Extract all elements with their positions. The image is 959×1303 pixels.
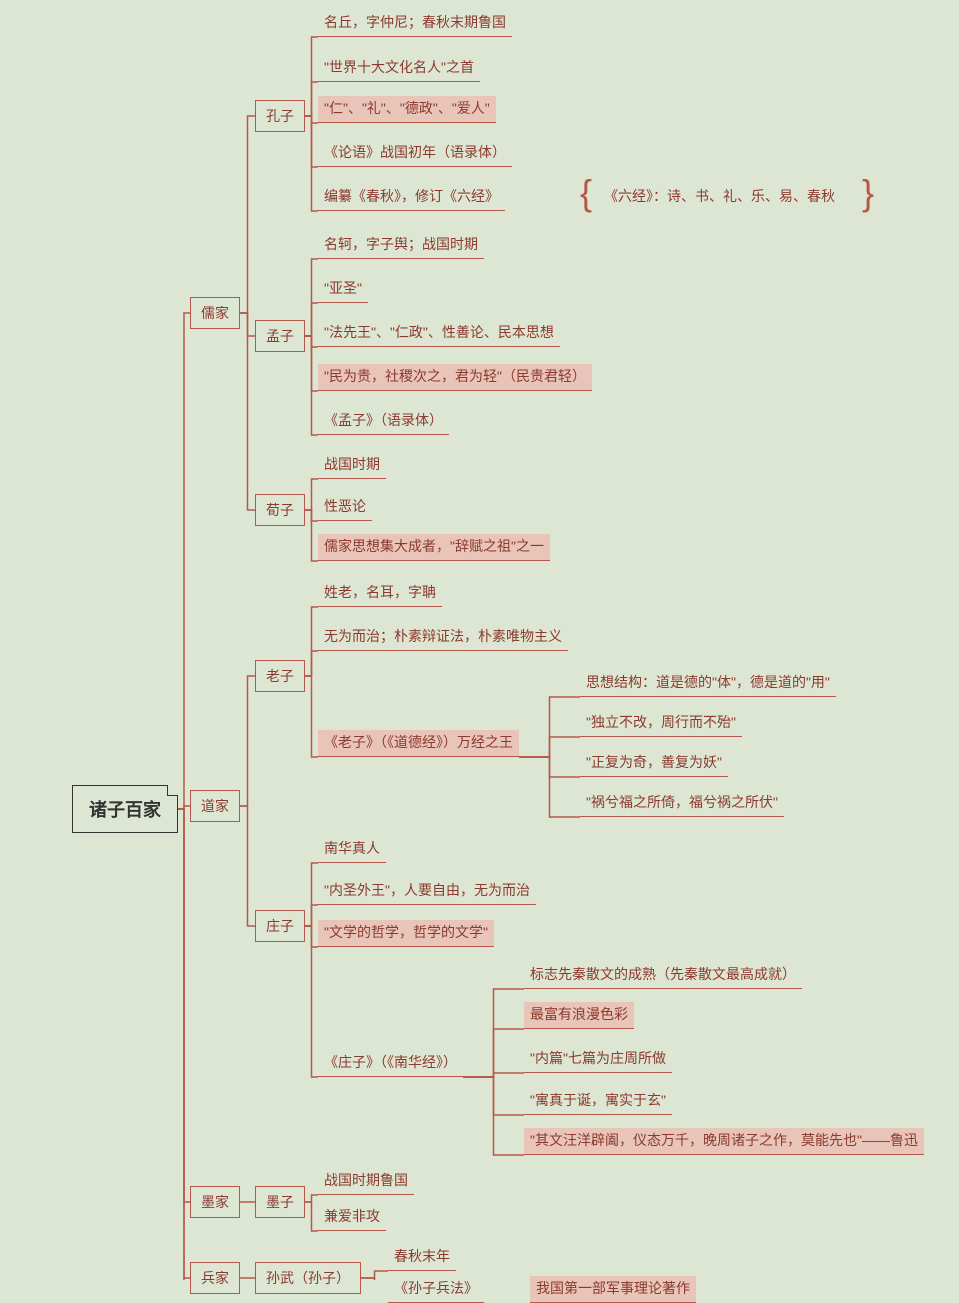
leaf-1-0-1: 无为而治；朴素辩证法，朴素唯物主义 [318, 624, 568, 651]
subleaf-1-1-3-2: "内篇"七篇为庄周所做 [524, 1046, 672, 1073]
person-mengzi: 孟子 [255, 320, 305, 352]
leaf-1-0-2: 《老子》（《道德经》）万经之王 [318, 730, 519, 757]
person-mozi: 墨子 [255, 1186, 305, 1218]
leaf-0-2-1: 性恶论 [318, 494, 372, 521]
person-xunzi: 荀子 [255, 494, 305, 526]
leaf-1-1-2: "文学的哲学，哲学的文学" [318, 920, 494, 947]
subleaf-1-1-3-1: 最富有浪漫色彩 [524, 1002, 634, 1029]
subleaf-1-1-3-3: "寓真于诞，寓实于玄" [524, 1088, 672, 1115]
person-laozi: 老子 [255, 660, 305, 692]
leaf-2-0-0: 战国时期鲁国 [318, 1168, 414, 1195]
school-rujia: 儒家 [190, 297, 240, 329]
person-sunwu: 孙武（孙子） [255, 1262, 361, 1294]
liujing-annotation: 《六经》：诗、书、礼、乐、易、春秋 [604, 186, 835, 206]
school-mojia: 墨家 [190, 1186, 240, 1218]
person-zhuangzi: 庄子 [255, 910, 305, 942]
leaf-0-1-0: 名轲，字子舆；战国时期 [318, 232, 484, 259]
root-node: 诸子百家 [72, 785, 178, 833]
leaf-0-0-3: 《论语》战国初年（语录体） [318, 140, 512, 167]
subleaf-1-1-3-4: "其文汪洋辟阖，仪态万千，晚周诸子之作，莫能先也"——鲁迅 [524, 1128, 924, 1155]
leaf-1-0-0: 姓老，名耳，字聃 [318, 580, 442, 607]
brace-left-icon: { [580, 175, 592, 211]
leaf-0-2-0: 战国时期 [318, 452, 386, 479]
subleaf-1-0-2-3: "祸兮福之所倚，福兮祸之所伏" [580, 790, 784, 817]
leaf-0-0-1: "世界十大文化名人"之首 [318, 55, 480, 82]
subleaf-1-0-2-2: "正复为奇，善复为妖" [580, 750, 728, 777]
subleaf-1-0-2-1: "独立不改，周行而不殆" [580, 710, 742, 737]
leaf-0-1-4: 《孟子》（语录体） [318, 408, 449, 435]
leaf-0-2-2: 儒家思想集大成者，"辞赋之祖"之一 [318, 534, 550, 561]
school-daojia: 道家 [190, 790, 240, 822]
subleaf-1-1-3-0: 标志先秦散文的成熟（先秦散文最高成就） [524, 962, 802, 989]
brace-right-icon: } [862, 175, 874, 211]
leaf-2-0-1: 兼爱非攻 [318, 1204, 386, 1231]
leaf-0-1-1: "亚圣" [318, 276, 368, 303]
leaf-0-1-3: "民为贵，社稷次之，君为轻"（民贵君轻） [318, 364, 592, 391]
leaf-1-1-1: "内圣外王"，人要自由，无为而治 [318, 878, 536, 905]
annot-3-0-1: 我国第一部军事理论著作 [530, 1276, 696, 1303]
leaf-0-0-2: "仁"、"礼"、"德政"、"爱人" [318, 96, 496, 123]
person-kongzi: 孔子 [255, 100, 305, 132]
leaf-0-1-2: "法先王"、"仁政"、性善论、民本思想 [318, 320, 560, 347]
leaf-0-0-4: 编纂《春秋》，修订《六经》 [318, 184, 505, 211]
leaf-3-0-1: 《孙子兵法》 [388, 1276, 484, 1303]
leaf-1-1-3: 《庄子》（《南华经》） [318, 1050, 463, 1077]
school-bingjia: 兵家 [190, 1262, 240, 1294]
leaf-3-0-0: 春秋末年 [388, 1244, 456, 1271]
leaf-0-0-0: 名丘，字仲尼；春秋末期鲁国 [318, 10, 512, 37]
leaf-1-1-0: 南华真人 [318, 836, 386, 863]
subleaf-1-0-2-0: 思想结构：道是德的"体"，德是道的"用" [580, 670, 836, 697]
